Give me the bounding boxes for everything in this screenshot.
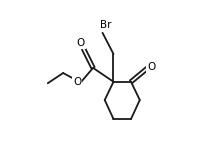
Text: O: O: [77, 38, 85, 48]
Text: O: O: [73, 77, 82, 87]
Text: O: O: [147, 62, 155, 72]
Text: Br: Br: [100, 20, 111, 30]
